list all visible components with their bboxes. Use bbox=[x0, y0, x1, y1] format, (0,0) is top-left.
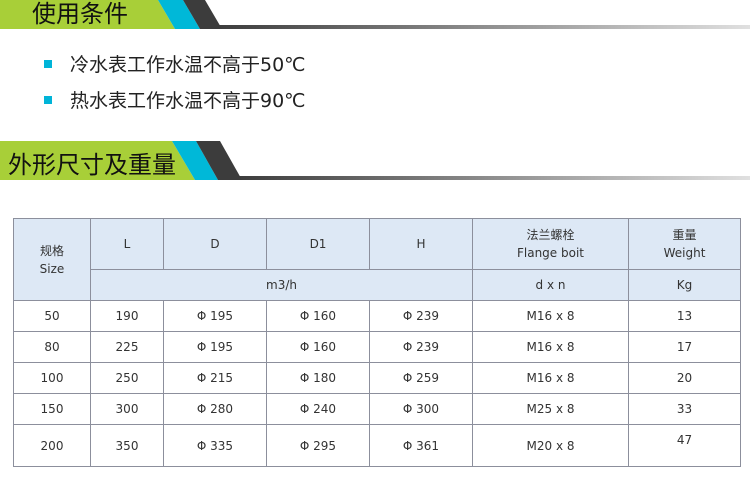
table-row: 100 250 Φ 215 Φ 180 Φ 259 M16 x 8 20 bbox=[13, 362, 741, 394]
cell-size: 50 bbox=[13, 300, 91, 332]
header-size: 规格 Size bbox=[13, 218, 91, 301]
cell-weight: 20 bbox=[628, 362, 741, 394]
cell-size: 100 bbox=[13, 362, 91, 394]
header-D1: D1 bbox=[266, 218, 370, 270]
condition-text: 热水表工作水温不高于90℃ bbox=[70, 90, 306, 112]
table-row: 200 350 Φ 335 Φ 295 Φ 361 M20 x 8 47 bbox=[13, 424, 741, 467]
cell-H: Φ 239 bbox=[369, 300, 473, 332]
unit-row: m3/h d x n Kg bbox=[14, 269, 741, 301]
banner-decoration bbox=[0, 141, 750, 180]
table-row: 50 190 Φ 195 Φ 160 Φ 239 M16 x 8 13 bbox=[13, 300, 741, 332]
unit-dims: m3/h bbox=[90, 269, 473, 301]
cell-D: Φ 215 bbox=[163, 362, 267, 394]
cell-size: 150 bbox=[13, 393, 91, 425]
header-D: D bbox=[163, 218, 267, 270]
cell-L: 250 bbox=[90, 362, 164, 394]
cell-flange: M16 x 8 bbox=[472, 331, 629, 363]
section-title: 外形尺寸及重量 bbox=[8, 151, 176, 179]
header-flange: 法兰螺栓 Flange boit bbox=[472, 218, 629, 270]
header-weight: 重量 Weight bbox=[628, 218, 741, 270]
cell-L: 350 bbox=[90, 424, 164, 467]
table-row: 150 300 Φ 280 Φ 240 Φ 300 M25 x 8 33 bbox=[13, 393, 741, 425]
cell-D: Φ 335 bbox=[163, 424, 267, 467]
cell-flange: M20 x 8 bbox=[472, 424, 629, 467]
header-L: L bbox=[90, 218, 164, 270]
cell-weight: 13 bbox=[628, 300, 741, 332]
banner-decoration bbox=[0, 0, 750, 29]
cell-D1: Φ 160 bbox=[266, 300, 370, 332]
cell-D: Φ 280 bbox=[163, 393, 267, 425]
cell-flange: M16 x 8 bbox=[472, 300, 629, 332]
cell-weight: 17 bbox=[628, 331, 741, 363]
cell-L: 225 bbox=[90, 331, 164, 363]
header-row: 规格 Size L D D1 H 法兰螺栓 Flange boit 重量 Weight bbox=[13, 218, 741, 301]
section-banner-usage: 使用条件 bbox=[0, 0, 750, 30]
cell-D1: Φ 160 bbox=[266, 331, 370, 363]
bullet-icon bbox=[44, 59, 52, 68]
bullet-icon bbox=[44, 95, 52, 104]
cell-D: Φ 195 bbox=[163, 331, 267, 363]
section-title: 使用条件 bbox=[32, 0, 128, 28]
cell-D1: Φ 295 bbox=[266, 424, 370, 467]
cell-flange: M16 x 8 bbox=[472, 362, 629, 394]
header-H: H bbox=[369, 218, 473, 270]
cell-D1: Φ 180 bbox=[266, 362, 370, 394]
cell-H: Φ 239 bbox=[369, 331, 473, 363]
cell-D1: Φ 240 bbox=[266, 393, 370, 425]
unit-weight: Kg bbox=[628, 269, 741, 301]
condition-item: 冷水表工作水温不高于50℃ bbox=[44, 50, 306, 77]
cell-size: 80 bbox=[13, 331, 91, 363]
dimensions-table: 规格 Size L D D1 H 法兰螺栓 Flange boit 重量 Weight… bbox=[13, 218, 741, 467]
cell-H: Φ 361 bbox=[369, 424, 473, 467]
cell-D: Φ 195 bbox=[163, 300, 267, 332]
cell-L: 300 bbox=[90, 393, 164, 425]
condition-text: 冷水表工作水温不高于50℃ bbox=[70, 54, 306, 76]
cell-H: Φ 300 bbox=[369, 393, 473, 425]
cell-weight: 33 bbox=[628, 393, 741, 425]
cell-size: 200 bbox=[13, 424, 91, 467]
table-row: 80 225 Φ 195 Φ 160 Φ 239 M16 x 8 17 bbox=[13, 331, 741, 363]
cell-flange: M25 x 8 bbox=[472, 393, 629, 425]
cell-L: 190 bbox=[90, 300, 164, 332]
section-banner-dimensions: 外形尺寸及重量 bbox=[0, 141, 750, 181]
cell-weight: 47 bbox=[628, 424, 741, 467]
unit-flange: d x n bbox=[472, 269, 629, 301]
cell-H: Φ 259 bbox=[369, 362, 473, 394]
condition-item: 热水表工作水温不高于90℃ bbox=[44, 86, 306, 113]
